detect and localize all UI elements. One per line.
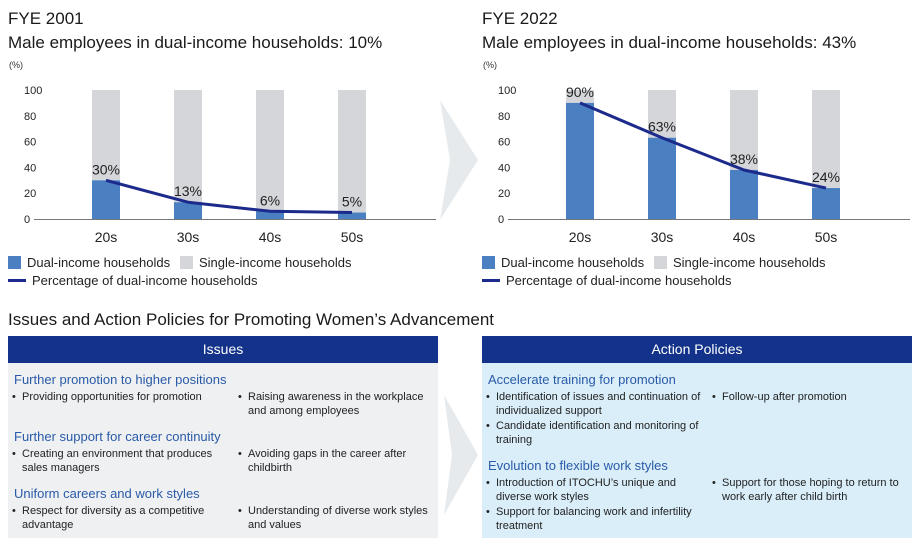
actions-bullet: Identification of issues and continuatio… [486,390,708,418]
bar-dual-income [648,137,676,219]
data-label: 38% [730,151,758,167]
issues-bullet: Creating an environment that produces sa… [12,447,218,475]
issues-bullet: Avoiding gaps in the career after childb… [238,447,433,475]
bar-single-income [338,90,366,213]
y-tick-label: 80 [24,111,36,123]
legend-label-single: Single-income households [199,255,352,270]
chart1-legend-single: Single-income households [180,255,351,270]
data-label: 5% [342,194,362,210]
bar-single-income [730,90,758,170]
legend-swatch-single [654,256,667,269]
bar-dual-income [92,180,120,219]
issues-bullet: Respect for diversity as a competitive a… [12,504,232,532]
issues-bullet: Raising awareness in the workplace and a… [238,390,444,418]
data-label: 63% [648,119,676,135]
legend-swatch-dual [8,256,21,269]
chart2-unit-label: (%) [483,60,497,70]
chart2-title: FYE 2022 [482,9,558,28]
actions-header: Action Policies [482,336,912,363]
x-tick-label: 20s [569,229,592,245]
data-label: 90% [566,84,594,100]
actions-bullet: Introduction of ITOCHU’s unique and dive… [486,476,701,504]
transition-arrow-bottom [444,395,478,515]
transition-arrow-top [440,100,478,220]
y-tick-label: 60 [24,137,36,149]
issues-group-title: Uniform careers and work styles [14,486,200,501]
y-tick-label: 80 [498,111,510,123]
actions-bullet: Support for those hoping to return to wo… [712,476,918,504]
actions-group-title: Evolution to flexible work styles [488,458,668,473]
x-tick-label: 50s [815,229,838,245]
x-tick-label: 30s [651,229,674,245]
chart1-title: FYE 2001 [8,9,84,28]
x-tick-label: 50s [341,229,364,245]
x-tick-label: 40s [733,229,756,245]
issues-panel: Issues Further promotion to higher posit… [8,336,438,538]
x-tick-label: 20s [95,229,118,245]
y-tick-label: 100 [498,85,516,97]
y-tick-label: 40 [498,162,510,174]
legend-swatch-dual [482,256,495,269]
y-tick-label: 20 [24,188,36,200]
percentage-line [579,101,827,190]
section-title: Issues and Action Policies for Promoting… [8,310,495,329]
data-label: 30% [92,161,120,177]
y-tick-label: 100 [24,85,42,97]
chart2-legend-single: Single-income households [654,255,825,270]
issues-group-title: Further support for career continuity [14,429,221,444]
chart1-subtitle: Male employees in dual-income households… [8,33,383,52]
issues-header: Issues [8,336,438,363]
bar-single-income [566,90,594,103]
actions-bullet: Support for balancing work and infertili… [486,505,708,533]
y-tick-label: 0 [498,214,504,226]
issues-bullet: Understanding of diverse work styles and… [238,504,444,532]
y-tick-label: 60 [498,137,510,149]
bar-single-income [812,90,840,189]
legend-label-dual: Dual-income households [27,255,171,270]
legend-swatch-line [482,279,500,282]
chart2-legend-line: Percentage of dual-income households [482,273,731,288]
data-label: 13% [174,183,202,199]
issues-bullet: Providing opportunities for promotion [12,390,232,404]
chart1-legend-line: Percentage of dual-income households [8,273,257,288]
y-tick-label: 40 [24,162,36,174]
chart2-subtitle: Male employees in dual-income households… [482,33,857,52]
actions-bullet: Follow-up after promotion [712,390,918,404]
bar-dual-income [730,169,758,219]
percentage-line [105,178,353,215]
issues-group-title: Further promotion to higher positions [14,372,227,387]
x-tick-label: 40s [259,229,282,245]
bar-dual-income [256,211,284,219]
data-label: 6% [260,192,280,208]
chart1-plot: 100 80 60 40 20 0 20s 30s 40s 50s 30% 13% 6% 5% [24,85,436,245]
bar-single-income [648,90,676,138]
bar-dual-income [338,212,366,219]
bar-dual-income [812,188,840,219]
x-tick-label: 30s [177,229,200,245]
y-tick-label: 0 [24,214,30,226]
chart2-legend-dual: Dual-income households [482,255,644,270]
legend-swatch-single [180,256,193,269]
legend-label-single: Single-income households [673,255,826,270]
legend-label-dual: Dual-income households [501,255,645,270]
actions-panel: Action Policies Accelerate training for … [482,336,912,538]
chart1-legend-dual: Dual-income households [8,255,170,270]
y-tick-label: 20 [498,188,510,200]
bar-dual-income [174,202,202,219]
chart2-plot: 100 80 60 40 20 0 20s 30s 40s 50s 90% 63% 38% 24% [498,84,910,245]
bar-dual-income [566,102,594,219]
actions-bullet: Candidate identification and monitoring … [486,419,708,447]
bar-single-income [92,90,120,181]
legend-label-line: Percentage of dual-income households [32,273,258,288]
actions-group-title: Accelerate training for promotion [488,372,676,387]
legend-label-line: Percentage of dual-income households [506,273,732,288]
bar-single-income [256,90,284,212]
legend-swatch-line [8,279,26,282]
bar-single-income [174,90,202,203]
chart1-unit-label: (%) [9,60,23,70]
data-label: 24% [812,169,840,185]
